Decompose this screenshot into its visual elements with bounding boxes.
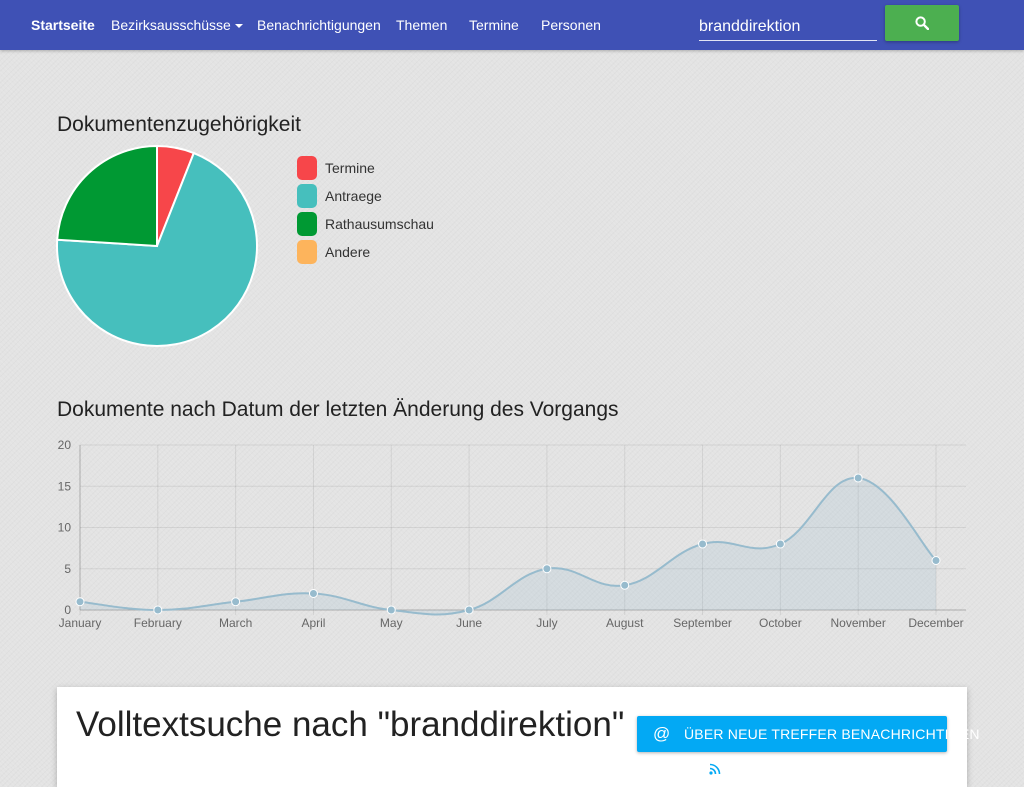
x-tick-label: March xyxy=(219,616,252,630)
chart-grid xyxy=(79,444,966,615)
legend-swatch xyxy=(297,240,317,264)
y-tick-label: 15 xyxy=(58,479,72,493)
data-point-april[interactable] xyxy=(308,589,318,598)
nav-item-themen[interactable]: Themen xyxy=(396,17,448,33)
at-sign-icon: @ xyxy=(653,724,671,743)
series-area-fill xyxy=(80,477,936,615)
search-icon xyxy=(915,16,929,30)
y-tick-label: 5 xyxy=(64,562,71,576)
caret-down-icon xyxy=(234,24,243,29)
data-point-august[interactable] xyxy=(620,580,630,590)
y-tick-label: 10 xyxy=(58,521,72,535)
line-chart: 0 5 10 15 20 January February March April May June… xyxy=(58,438,966,630)
y-tick-label: 0 xyxy=(64,603,71,617)
pie-chart xyxy=(56,144,258,347)
x-tick-label: July xyxy=(536,616,557,630)
legend-label: Termine xyxy=(325,160,375,176)
data-point-march[interactable] xyxy=(231,597,241,607)
nav-item-benachrichtigungen[interactable]: Benachrichtigungen xyxy=(257,17,381,33)
top-navbar: Startseite Bezirksausschüsse Benachricht… xyxy=(0,0,1024,50)
search-result-title: Volltextsuche nach "branddirektion" xyxy=(76,705,625,744)
search-button[interactable] xyxy=(885,5,959,41)
rss-icon[interactable] xyxy=(709,763,721,775)
x-tick-label: May xyxy=(380,616,403,630)
x-tick-label: February xyxy=(134,616,182,630)
x-tick-label: June xyxy=(456,616,482,630)
x-tick-label: August xyxy=(606,616,644,630)
legend-swatch xyxy=(297,184,317,208)
legend-label: Andere xyxy=(325,244,371,260)
data-point-october[interactable] xyxy=(775,539,785,549)
legend-label: Antraege xyxy=(325,188,382,204)
x-tick-label: April xyxy=(301,616,325,630)
data-point-february[interactable] xyxy=(153,605,163,615)
data-point-may[interactable] xyxy=(386,605,396,615)
pie-slice-antraege xyxy=(56,151,258,347)
x-tick-label: December xyxy=(908,616,963,630)
data-point-november[interactable] xyxy=(853,473,863,483)
pie-chart-title: Dokumentenzugehörigkeit xyxy=(57,113,301,136)
nav-item-termine[interactable]: Termine xyxy=(469,17,519,33)
x-tick-label: January xyxy=(59,616,102,630)
data-point-july[interactable] xyxy=(542,564,552,574)
notify-button-label: ÜBER NEUE TREFFER BENACHRICHTIGEN xyxy=(684,726,980,742)
legend-swatch xyxy=(297,156,317,180)
search-input[interactable] xyxy=(699,14,877,41)
nav-item-bezirksausschuesse-label: Bezirksausschüsse xyxy=(111,17,231,33)
x-tick-label: October xyxy=(759,616,802,630)
x-tick-label: September xyxy=(673,616,732,630)
y-tick-label: 20 xyxy=(58,438,72,452)
data-point-september[interactable] xyxy=(698,539,708,549)
line-chart-title: Dokumente nach Datum der letzten Änderun… xyxy=(57,398,619,421)
nav-item-bezirksausschuesse[interactable]: Bezirksausschüsse xyxy=(111,0,243,50)
nav-item-personen[interactable]: Personen xyxy=(541,17,601,33)
pie-slice-rathausumschau xyxy=(56,144,158,248)
notify-new-hits-button[interactable]: @ ÜBER NEUE TREFFER BENACHRICHTIGEN xyxy=(637,716,980,752)
search-result-card: Volltextsuche nach "branddirektion" @ ÜB… xyxy=(57,687,980,787)
nav-item-startseite[interactable]: Startseite xyxy=(31,17,95,33)
data-point-december[interactable] xyxy=(931,556,941,565)
x-tick-label: November xyxy=(831,616,886,630)
data-point-june[interactable] xyxy=(464,605,474,615)
legend-label: Rathausumschau xyxy=(325,216,434,232)
data-point-january[interactable] xyxy=(75,597,85,607)
legend-swatch xyxy=(297,212,317,236)
